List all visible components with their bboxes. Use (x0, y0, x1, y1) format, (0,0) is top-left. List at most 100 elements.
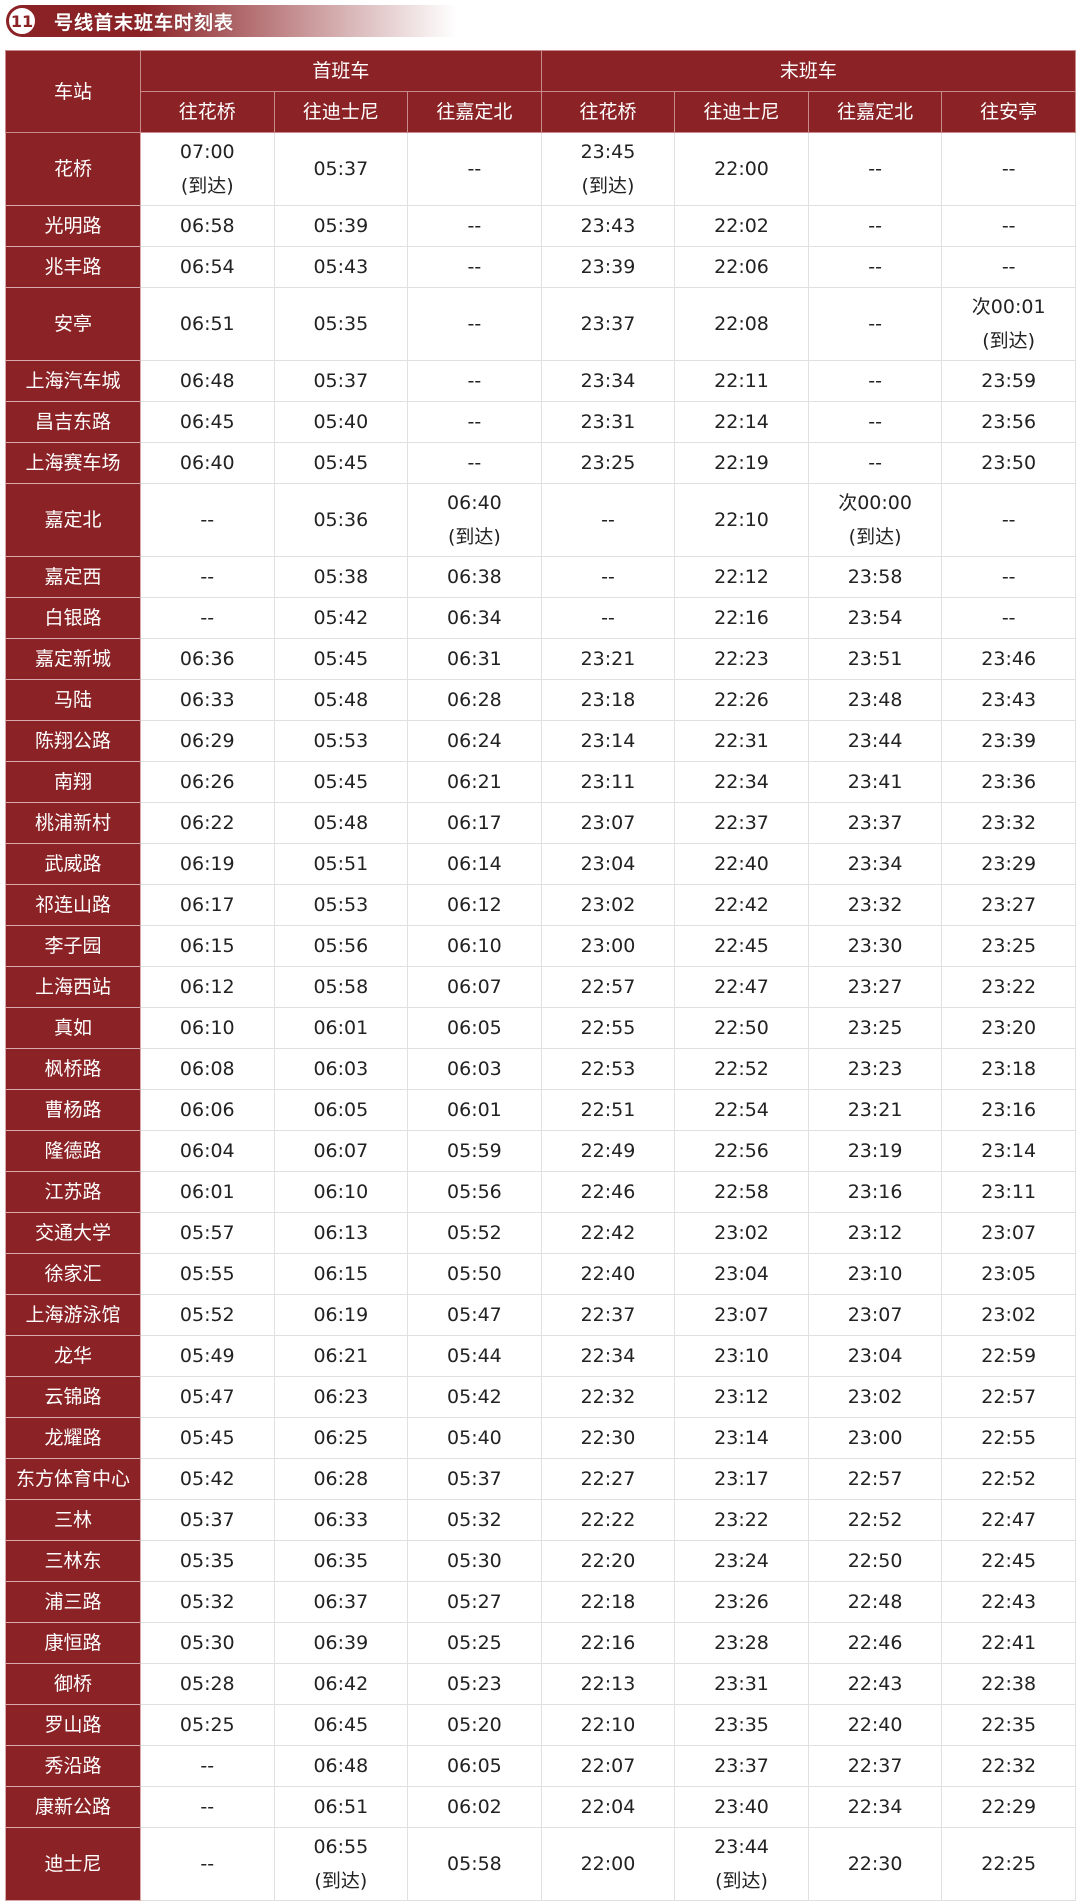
first-train-time: 06:19 (273, 1294, 409, 1336)
last-train-time: 22:11 (674, 360, 809, 402)
last-train-time: 22:08 (674, 287, 809, 361)
header-station: 车站 (5, 50, 141, 133)
last-train-time: 次00:00 (到达) (807, 483, 943, 557)
first-train-time: 06:14 (407, 843, 542, 885)
first-train-time: 06:54 (140, 246, 275, 288)
first-train-time: 06:03 (407, 1048, 542, 1090)
first-train-time: 06:05 (407, 1745, 542, 1787)
table-row: 白银路 -- 05:42 06:34 -- 22:16 23:54 -- (5, 597, 1076, 639)
table-row: 徐家汇 05:55 06:15 05:50 22:40 23:04 23:10 23:05 (5, 1253, 1076, 1295)
first-train-time: 05:23 (407, 1663, 542, 1705)
first-train-time: 05:45 (140, 1417, 275, 1459)
header-last-direction: 往迪士尼 (674, 91, 809, 133)
first-train-time: 06:40 (到达) (407, 483, 542, 557)
table-row: 马陆 06:33 05:48 06:28 23:18 22:26 23:48 23:43 (5, 679, 1076, 721)
station-name: 交通大学 (5, 1212, 141, 1254)
table-row: 祁连山路 06:17 05:53 06:12 23:02 22:42 23:32 23:27 (5, 884, 1076, 926)
first-train-time: 06:51 (273, 1786, 409, 1828)
station-name: 隆德路 (5, 1130, 141, 1172)
last-train-time: -- (540, 483, 676, 557)
last-train-time: 23:17 (674, 1458, 809, 1500)
first-train-time: 06:37 (273, 1581, 409, 1623)
first-train-time: 06:55 (到达) (273, 1827, 409, 1901)
first-train-time: 06:48 (273, 1745, 409, 1787)
last-train-time: 23:23 (807, 1048, 943, 1090)
first-train-time: 05:42 (273, 597, 409, 639)
first-train-time: -- (407, 287, 542, 361)
last-train-time: 23:26 (674, 1581, 809, 1623)
station-name: 花桥 (5, 132, 141, 206)
station-name: 昌吉东路 (5, 401, 141, 443)
table-row: 三林东 05:35 06:35 05:30 22:20 23:24 22:50 22:45 (5, 1540, 1076, 1582)
header-last-train: 末班车 (540, 50, 1077, 92)
table-row: 李子园 06:15 05:56 06:10 23:00 22:45 23:30 23:25 (5, 925, 1076, 967)
table-row: 嘉定新城 06:36 05:45 06:31 23:21 22:23 23:51 23:46 (5, 638, 1076, 680)
first-train-time: 06:05 (407, 1007, 542, 1049)
first-train-time: 06:29 (140, 720, 275, 762)
last-train-time: 22:55 (540, 1007, 676, 1049)
first-train-time: -- (140, 1827, 275, 1901)
last-train-time: 22:18 (540, 1581, 676, 1623)
table-row: 桃浦新村 06:22 05:48 06:17 23:07 22:37 23:37 23:32 (5, 802, 1076, 844)
last-train-time: -- (941, 597, 1076, 639)
station-name: 祁连山路 (5, 884, 141, 926)
last-train-time: 23:22 (941, 966, 1076, 1008)
table-row: 真如 06:10 06:01 06:05 22:55 22:50 23:25 23:20 (5, 1007, 1076, 1049)
last-train-time: 23:16 (807, 1171, 943, 1213)
first-train-time: 05:57 (140, 1212, 275, 1254)
last-train-time: 22:40 (540, 1253, 676, 1295)
last-train-time: 22:50 (674, 1007, 809, 1049)
table-row: 南翔 06:26 05:45 06:21 23:11 22:34 23:41 23:36 (5, 761, 1076, 803)
table-row: 迪士尼 -- 06:55 (到达) 05:58 22:00 23:44 (到达) 22:30… (5, 1827, 1076, 1901)
last-train-time: -- (941, 483, 1076, 557)
first-train-time: 05:56 (273, 925, 409, 967)
table-row: 兆丰路 06:54 05:43 -- 23:39 22:06 -- -- (5, 246, 1076, 288)
last-train-time: 22:42 (674, 884, 809, 926)
header-first-train: 首班车 (140, 50, 542, 92)
table-row: 浦三路 05:32 06:37 05:27 22:18 23:26 22:48 22:43 (5, 1581, 1076, 1623)
first-train-time: 05:52 (407, 1212, 542, 1254)
last-train-time: -- (807, 401, 943, 443)
table-row: 嘉定西 -- 05:38 06:38 -- 22:12 23:58 -- (5, 556, 1076, 598)
last-train-time: 22:35 (941, 1704, 1076, 1746)
first-train-time: 06:22 (140, 802, 275, 844)
first-train-time: 06:12 (140, 966, 275, 1008)
first-train-time: 05:30 (407, 1540, 542, 1582)
first-train-time: 05:49 (140, 1335, 275, 1377)
last-train-time: 22:12 (674, 556, 809, 598)
table-row: 陈翔公路 06:29 05:53 06:24 23:14 22:31 23:44 23:39 (5, 720, 1076, 762)
first-train-time: 06:51 (140, 287, 275, 361)
last-train-time: 23:40 (674, 1786, 809, 1828)
last-train-time: 22:38 (941, 1663, 1076, 1705)
last-train-time: 23:14 (674, 1417, 809, 1459)
first-train-time: 06:19 (140, 843, 275, 885)
first-train-time: 06:10 (407, 925, 542, 967)
station-name: 御桥 (5, 1663, 141, 1705)
station-name: 三林东 (5, 1540, 141, 1582)
first-train-time: 06:33 (140, 679, 275, 721)
first-train-time: 06:15 (140, 925, 275, 967)
first-train-time: 05:48 (273, 679, 409, 721)
last-train-time: 23:44 (到达) (674, 1827, 809, 1901)
table-row: 武威路 06:19 05:51 06:14 23:04 22:40 23:34 23:29 (5, 843, 1076, 885)
first-train-time: -- (407, 132, 542, 206)
first-train-time: 06:06 (140, 1089, 275, 1131)
last-train-time: 23:10 (674, 1335, 809, 1377)
last-train-time: -- (941, 246, 1076, 288)
first-train-time: 06:17 (140, 884, 275, 926)
last-train-time: 23:04 (807, 1335, 943, 1377)
last-train-time: 23:48 (807, 679, 943, 721)
station-name: 江苏路 (5, 1171, 141, 1213)
last-train-time: 22:45 (674, 925, 809, 967)
last-train-time: -- (807, 360, 943, 402)
station-name: 枫桥路 (5, 1048, 141, 1090)
last-train-time: 22:50 (807, 1540, 943, 1582)
first-train-time: 05:32 (407, 1499, 542, 1541)
last-train-time: -- (807, 205, 943, 247)
table-row: 曹杨路 06:06 06:05 06:01 22:51 22:54 23:21 23:16 (5, 1089, 1076, 1131)
last-train-time: 22:26 (674, 679, 809, 721)
station-name: 嘉定西 (5, 556, 141, 598)
first-train-time: -- (140, 1745, 275, 1787)
table-row: 罗山路 05:25 06:45 05:20 22:10 23:35 22:40 22:35 (5, 1704, 1076, 1746)
first-train-time: 05:37 (273, 132, 409, 206)
